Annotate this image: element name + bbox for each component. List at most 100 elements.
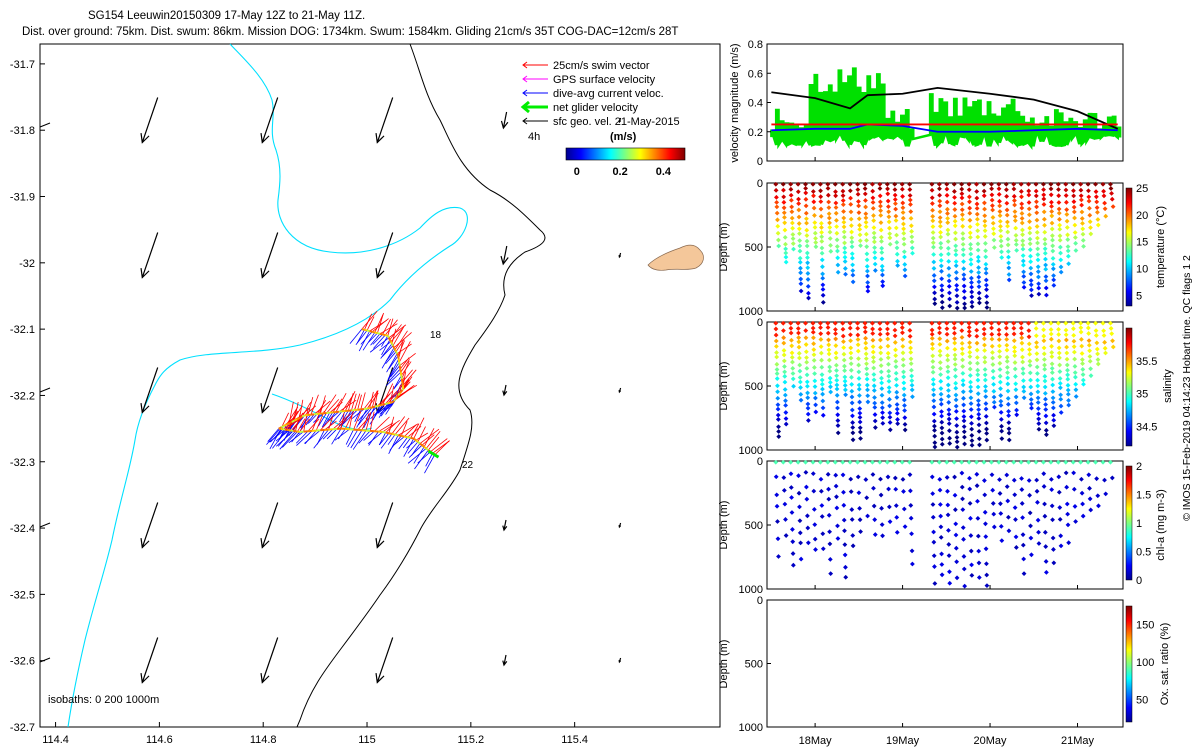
profile-point [849,229,854,235]
profile-point [930,359,936,364]
profile-point [1058,533,1064,539]
profile-point [834,382,840,388]
geo-vector-head [502,390,508,397]
profile-point [850,272,856,278]
profile-point [863,340,869,346]
profile-point [1063,193,1069,198]
profile-point [1056,210,1062,216]
profile-point [907,197,913,203]
profile-point [775,536,781,542]
geo-vector-head [500,255,509,266]
profile-point [1041,327,1047,333]
vel-ytick-label: 0.4 [748,98,763,110]
dac-vector [331,428,342,445]
profile-point [997,213,1003,219]
profile-point [774,199,780,205]
dac-vector [272,429,288,449]
profile-point [989,459,994,465]
dac-vector [342,409,358,425]
legend-item-gps: GPS surface velocity [553,74,656,86]
dac-vector [413,446,425,464]
profile-point [982,348,988,353]
profile-point [1088,231,1094,237]
profile-point [848,332,853,338]
geo-vector [261,502,279,548]
profile-point [843,392,848,398]
profile-point [991,226,996,232]
profile-point [945,369,951,375]
profile-point [1086,338,1092,344]
profile-point [856,356,861,362]
profile-point [932,440,938,446]
profile-point [901,369,906,375]
swim-vector [326,399,340,414]
profile-point [776,237,781,243]
profile-point [1014,407,1019,413]
profile-point [944,192,950,198]
profile-point [983,406,989,412]
profile-point [833,355,839,361]
profile-point [983,394,989,400]
profile-point [936,459,942,465]
profile-point [1036,281,1042,287]
profile-point [1035,406,1041,411]
profile-point [989,343,995,349]
profile-point [946,258,952,264]
profile-point [983,521,988,527]
profile-point [847,325,853,331]
profile-point [849,507,855,512]
profile-point [984,561,989,567]
profile-point [969,572,975,578]
profile-point [820,412,826,418]
profile-point [1049,233,1055,239]
profile-point [1048,192,1054,198]
profile-point [789,510,795,515]
profile-point [998,233,1004,239]
profile-point [1051,417,1057,423]
dac-vector [276,430,294,447]
profile-point [856,382,862,388]
profile-point [959,351,965,357]
profile-point [967,349,973,355]
profile-point [774,194,779,200]
profile-point [966,459,972,465]
profile-point [1065,511,1071,517]
profile-point [989,197,995,203]
profile-point [855,348,861,354]
date-tick-label: 20May [974,735,1008,747]
profile-point [1043,256,1048,262]
profile-point [1021,384,1027,390]
profile-point [1028,253,1033,259]
profile-point [1033,326,1039,331]
profile-point [820,405,826,411]
profile-point [907,320,913,326]
profile-point [945,211,950,216]
profile-point [1003,325,1009,331]
profile-point [1087,485,1092,491]
swim-vector [324,420,337,431]
profile-point [968,261,974,267]
profile-point [878,227,884,233]
profile-point [818,206,824,212]
profile-point [797,379,803,385]
profile-point [843,271,848,277]
profile-point [863,356,869,362]
profile-point [947,435,952,441]
vel-ytick-label: 0.6 [748,68,763,80]
profile-point [967,354,973,360]
swim-vector [307,418,320,432]
profile-point [997,491,1003,496]
profile-point [826,357,832,363]
profile-point [1109,196,1115,202]
dac-vector [275,429,290,442]
profile-point [930,213,936,219]
profile-point [1005,401,1011,407]
profile-point [899,186,905,192]
profile-point [1026,181,1031,187]
profile-point [818,213,824,219]
profile-point [1041,459,1046,465]
profile-point [892,333,898,339]
track-segment [392,345,395,349]
profile-point [930,502,936,507]
profile-point [907,193,913,198]
